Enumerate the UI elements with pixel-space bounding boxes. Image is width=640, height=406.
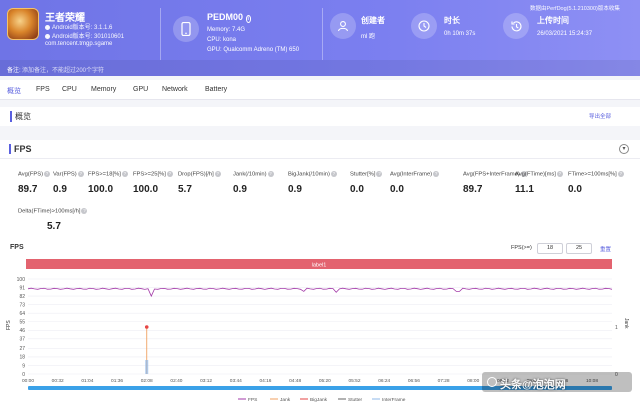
tab-fps[interactable]: FPS: [36, 86, 50, 93]
tab-gpu[interactable]: GPU: [133, 86, 149, 93]
note-label: 备注:: [7, 68, 21, 74]
duration-title: 时长: [444, 16, 460, 25]
app-build: Android版本号: 301010601: [45, 31, 124, 40]
creator-value: ml 跑: [361, 34, 375, 40]
stat-label: Drop(FPS)[/h]?: [178, 171, 221, 178]
stat-label: Delta(FTime)>100ms[/h]?: [18, 208, 88, 215]
device-name: PEDM00 i: [207, 12, 251, 23]
app-package: com.tencent.tmgp.sgame: [45, 41, 113, 47]
stat-value: 5.7: [47, 221, 61, 232]
stat-value: 0.9: [233, 184, 247, 195]
reset-link[interactable]: 重置: [600, 247, 612, 253]
stat-label: FTime>=100ms[%]?: [568, 171, 624, 178]
stat-value: 89.7: [463, 184, 483, 195]
help-icon[interactable]: ?: [376, 171, 383, 177]
stat-label: Var(FPS)?: [53, 171, 84, 178]
stat-value: 0.0: [568, 184, 582, 195]
stat-value: 0.9: [288, 184, 302, 195]
stat-value: 11.1: [515, 184, 534, 195]
help-icon[interactable]: ?: [166, 171, 173, 177]
help-icon[interactable]: ?: [617, 171, 624, 177]
stat-label: FPS>=25[%]?: [133, 171, 173, 178]
stat-label: FPS>=18[%]?: [88, 171, 128, 178]
duration-value: 0h 10m 37s: [444, 31, 476, 37]
fps-card: [0, 140, 640, 406]
app-name: 王者荣耀: [45, 13, 85, 24]
divider: [160, 8, 161, 60]
tab-network[interactable]: Network: [162, 86, 188, 93]
upload-title: 上传时间: [537, 16, 569, 25]
chart-title: FPS: [10, 244, 24, 251]
stat-value: 100.0: [88, 184, 114, 195]
stat-value: 89.7: [18, 184, 38, 195]
tab-battery[interactable]: Battery: [205, 86, 228, 93]
divider: [322, 8, 323, 60]
note-bar: [0, 60, 640, 76]
info-icon: i: [245, 15, 251, 23]
watermark-logo-icon: [487, 377, 497, 387]
stat-label: Avg(FPS)?: [18, 171, 51, 178]
collapse-button[interactable]: ▾: [619, 144, 629, 154]
phone-icon: [173, 16, 199, 42]
stat-label: Avg(FTime)[ms]?: [515, 171, 563, 178]
help-icon[interactable]: ?: [330, 171, 337, 177]
device-gpu: GPU: Qualcomm Adreno (TM) 650: [207, 47, 300, 53]
fps-threshold-label: FPS(>=): [511, 245, 532, 251]
help-icon[interactable]: ?: [121, 171, 128, 177]
stat-label: Stutter[%]?: [350, 171, 383, 178]
creator-title: 创建者: [361, 16, 385, 25]
help-icon[interactable]: ?: [520, 171, 527, 177]
watermark-text: 头条@泡泡网: [500, 379, 566, 391]
tab-cpu[interactable]: CPU: [62, 86, 77, 93]
export-all-link[interactable]: 导出全部: [589, 114, 612, 120]
threshold-input-a[interactable]: 18: [537, 243, 563, 254]
upload-value: 26/03/2021 15:24:37: [537, 31, 593, 37]
stat-value: 5.7: [178, 184, 192, 195]
help-icon[interactable]: ?: [433, 171, 440, 177]
fps-section-title: FPS: [9, 144, 32, 154]
threshold-input-b[interactable]: 25: [566, 243, 592, 254]
help-icon[interactable]: ?: [77, 171, 84, 177]
report-header: 王者荣耀 Android版本号: 3.1.1.6 Android版本号: 301…: [0, 0, 640, 76]
help-icon[interactable]: ?: [214, 171, 221, 177]
watermark-background: [482, 372, 632, 392]
stat-value: 0.0: [350, 184, 364, 195]
stat-value: 0.9: [53, 184, 67, 195]
help-icon[interactable]: ?: [556, 171, 563, 177]
stat-label: Avg(FPS+InterFrame)?: [463, 171, 527, 178]
device-cpu: CPU: kona: [207, 37, 237, 43]
app-version: Android版本号: 3.1.1.6: [45, 22, 112, 31]
stat-value: 100.0: [133, 184, 159, 195]
user-icon: [330, 13, 356, 39]
overview-panel: [0, 107, 640, 126]
android-icon: [45, 33, 50, 39]
history-icon: [503, 13, 529, 39]
tab-overview[interactable]: 概览: [7, 88, 21, 95]
stat-label: BigJank(/10min)?: [288, 171, 337, 178]
app-icon: [7, 8, 39, 40]
device-memory: Memory: 7.4G: [207, 27, 246, 33]
android-icon: [45, 24, 50, 30]
divider: [0, 158, 640, 159]
stat-label: Avg(InterFrame)?: [390, 171, 440, 178]
help-icon[interactable]: ?: [44, 171, 51, 177]
stat-label: Jank(/10min)?: [233, 171, 274, 178]
overview-title: 概览: [10, 111, 31, 122]
help-icon[interactable]: ?: [267, 171, 274, 177]
help-icon[interactable]: ?: [81, 208, 88, 214]
section-tabs: 概览 FPS CPU Memory GPU Network Battery: [0, 80, 640, 100]
stat-value: 0.0: [390, 184, 404, 195]
tab-memory[interactable]: Memory: [91, 86, 117, 93]
perfdog-version: 数据由PerfDog(5.1.210300)版本收集: [530, 6, 620, 12]
note-input[interactable]: 添加备注，不能超过200个字符: [22, 68, 105, 74]
clock-icon: [411, 13, 437, 39]
